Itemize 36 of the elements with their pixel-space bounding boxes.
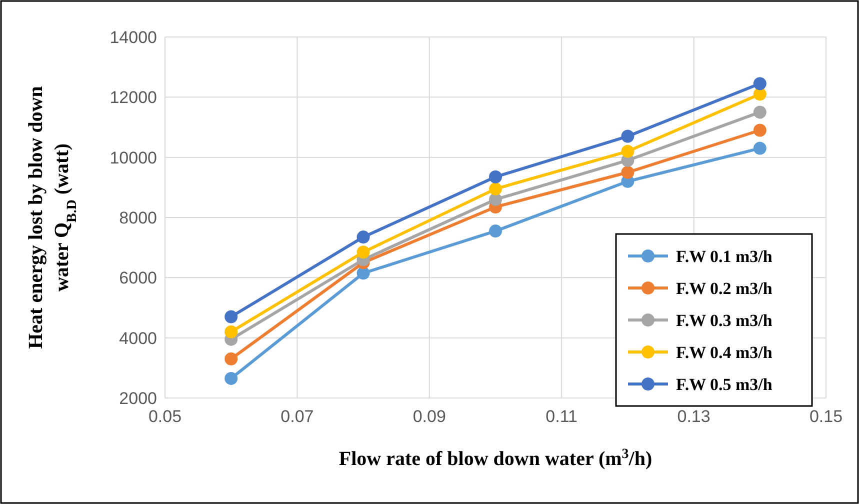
point: [753, 77, 766, 90]
point: [224, 325, 238, 338]
point: [753, 124, 766, 137]
legend-label: F.W 0.5 m3/h: [676, 375, 773, 394]
x-tick-label: 0.15: [809, 407, 843, 426]
y-tick-label: 12000: [110, 88, 157, 108]
point: [621, 130, 634, 143]
y-tick-label: 10000: [110, 148, 157, 168]
point: [489, 170, 502, 184]
y-tick-label: 4000: [119, 328, 157, 348]
x-tick-label: 0.09: [412, 407, 446, 426]
x-tick-label: 0.05: [148, 407, 182, 426]
legend-label: F.W 0.4 m3/h: [676, 343, 773, 362]
point: [489, 192, 502, 206]
point: [621, 144, 634, 158]
point: [489, 224, 502, 238]
point: [621, 166, 634, 179]
y-tick-label: 2000: [119, 389, 157, 408]
x-tick-label: 0.13: [677, 407, 710, 426]
point: [224, 372, 238, 385]
point: [753, 142, 766, 155]
point: [224, 310, 238, 324]
point: [356, 246, 370, 259]
point: [489, 182, 502, 196]
x-tick-label: 0.07: [280, 407, 314, 426]
point: [356, 230, 370, 244]
point: [224, 352, 238, 366]
y-tick-label: 14000: [110, 28, 157, 47]
y-tick-label: 8000: [119, 208, 157, 228]
x-tick-label: 0.11: [546, 407, 578, 426]
legend-label: F.W 0.1 m3/h: [676, 247, 773, 266]
legend-label: F.W 0.2 m3/h: [676, 279, 773, 298]
point: [753, 106, 766, 119]
y-tick-label: 6000: [119, 268, 157, 288]
legend-label: F.W 0.3 m3/h: [676, 311, 773, 330]
x-axis-title: Flow rate of blow down water (m$^{3}$/h): [338, 446, 652, 470]
